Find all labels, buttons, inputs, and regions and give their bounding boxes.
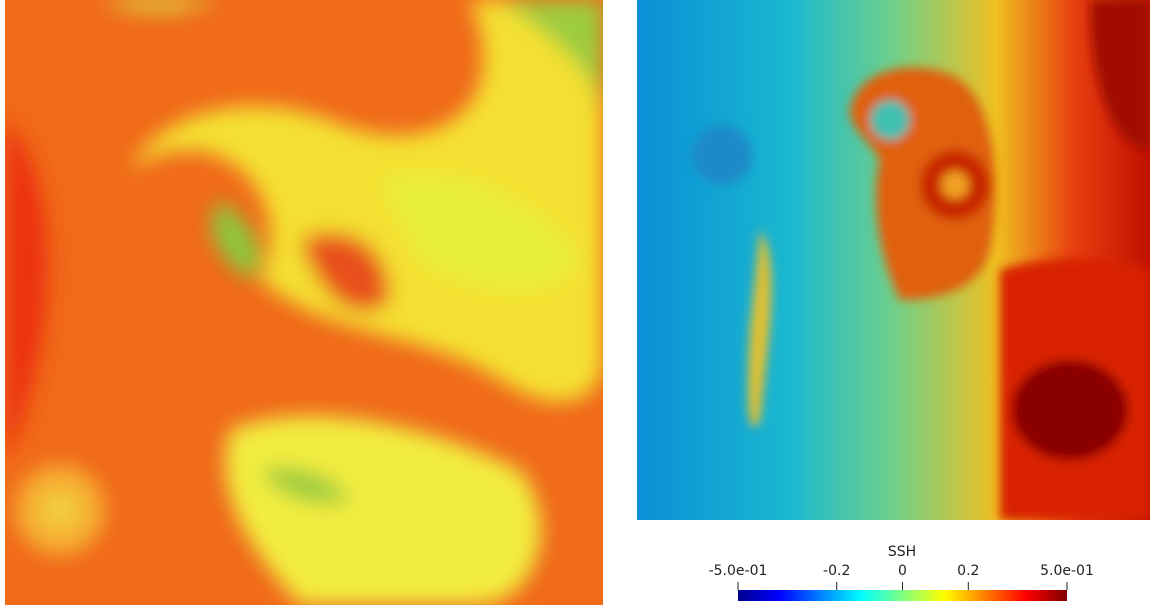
colorbar-title: SSH (888, 544, 916, 560)
colorbar (738, 590, 1067, 601)
tick-label: 0 (898, 563, 907, 579)
tick-label: -5.0e-01 (709, 563, 768, 579)
figure: SSH -5.0e-01 -0.2 0 0.2 5.0e-01 (0, 0, 1150, 605)
tick-label: 5.0e-01 (1040, 563, 1094, 579)
model-image (637, 0, 1150, 520)
colorbar-ticks: -5.0e-01 -0.2 0 0.2 5.0e-01 (709, 563, 1094, 590)
observation-image (5, 0, 603, 605)
tick-label: 0.2 (957, 563, 979, 579)
tick-label: -0.2 (823, 563, 850, 579)
